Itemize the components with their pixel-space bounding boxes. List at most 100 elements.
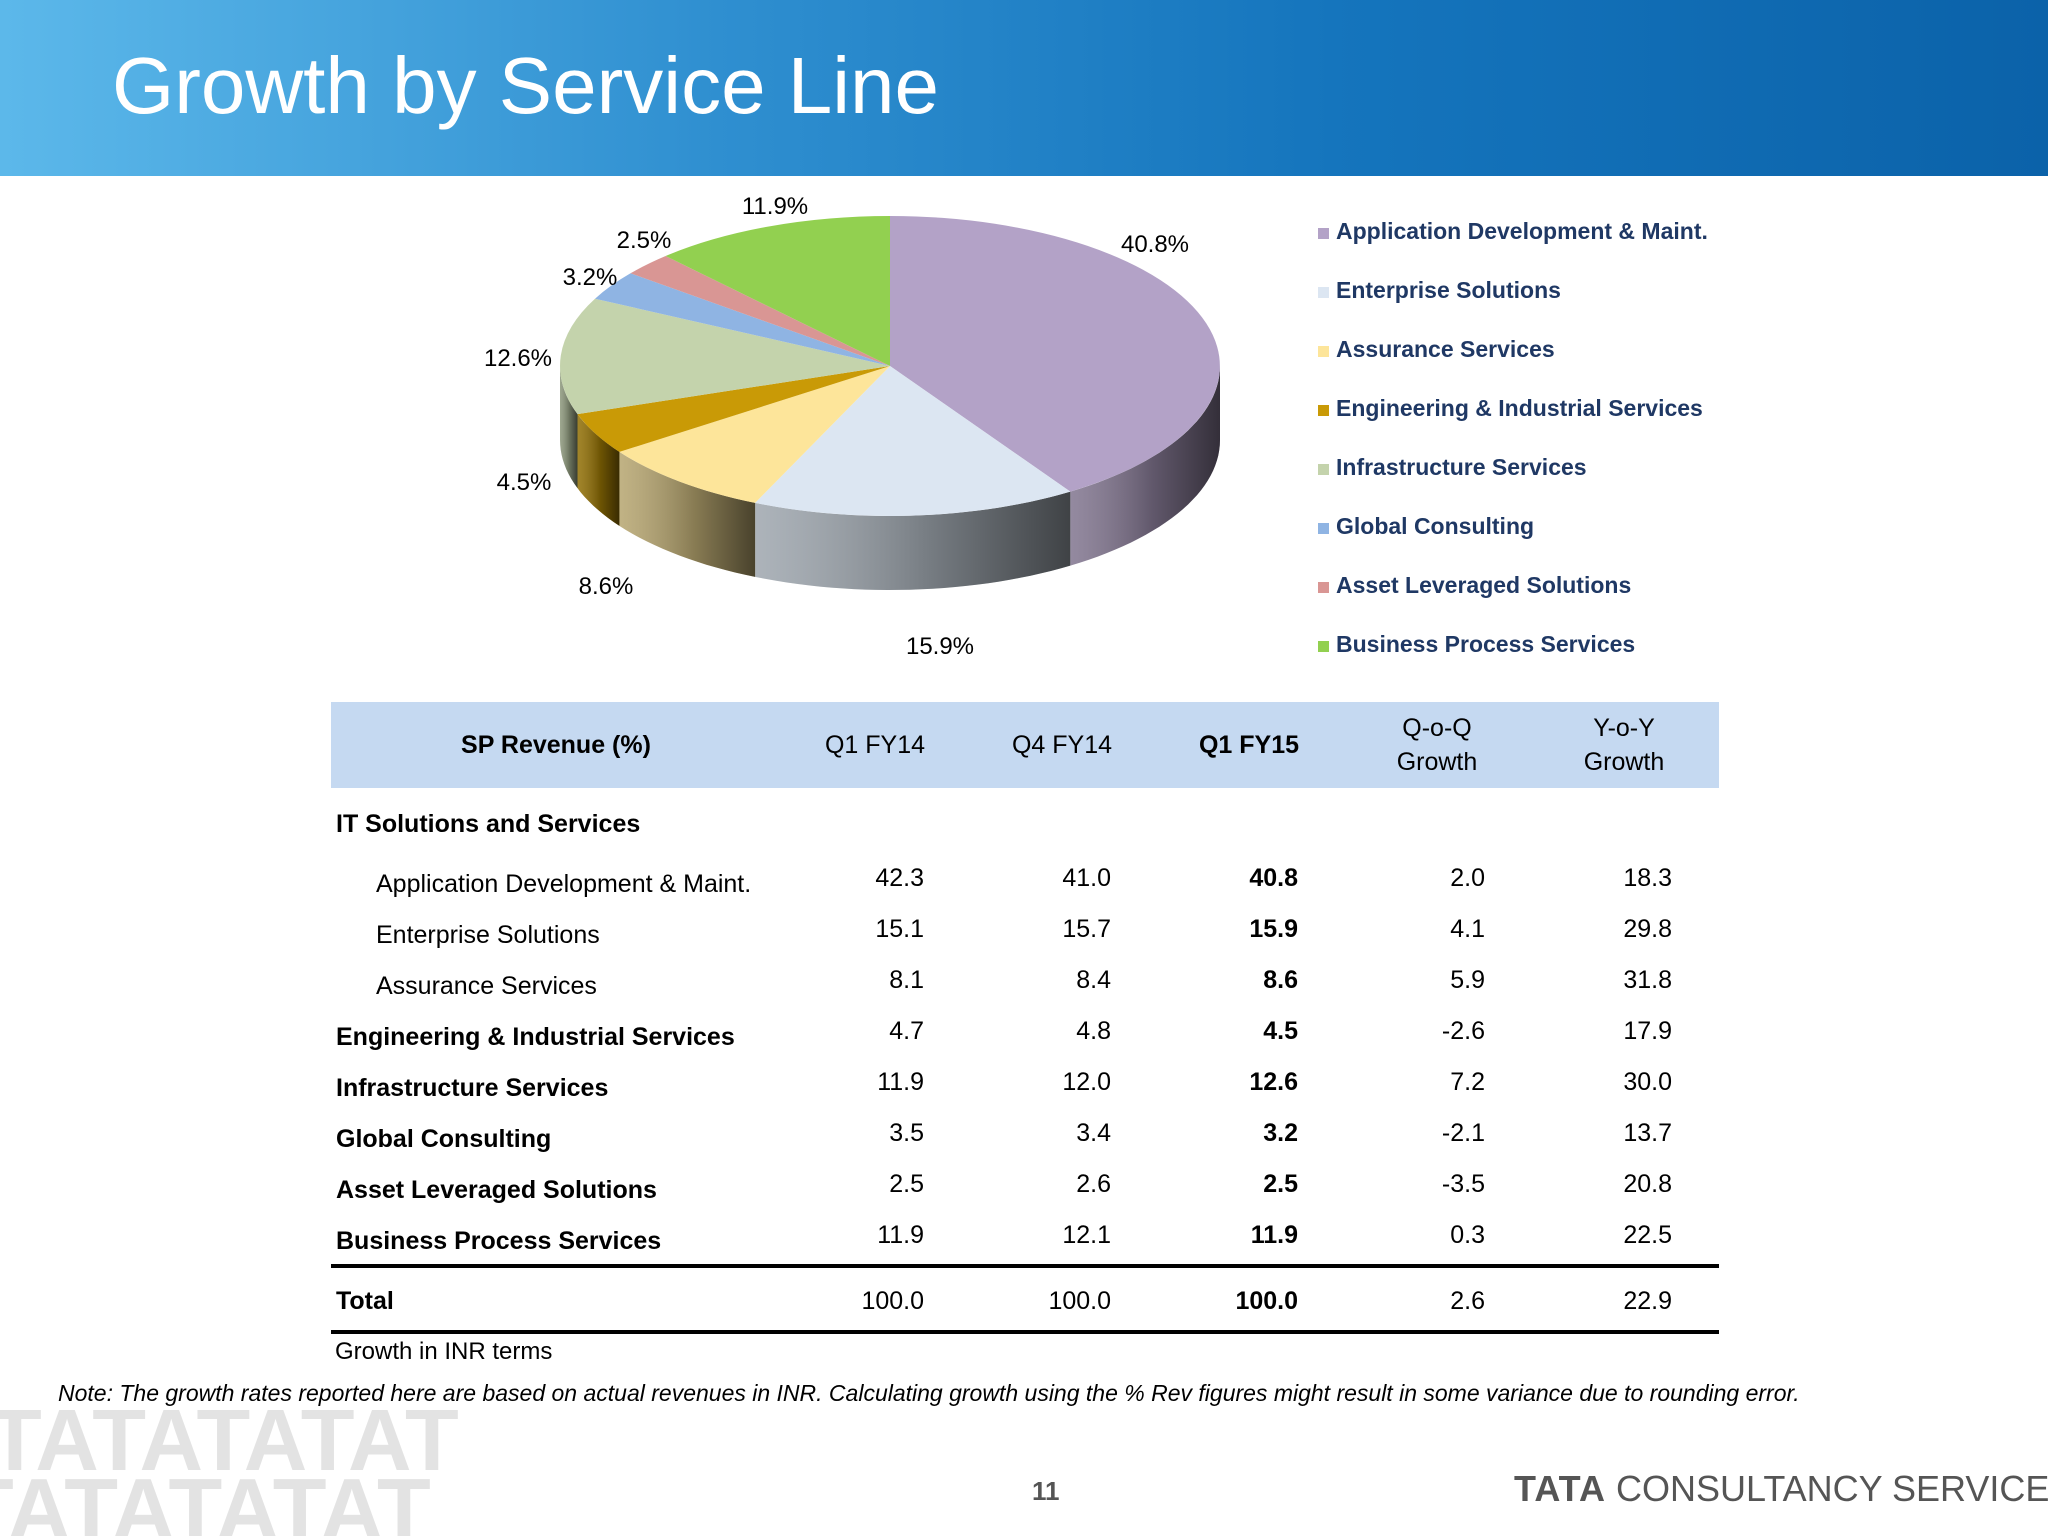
header-q4fy14: Q4 FY14 (1011, 731, 1113, 759)
header-yoy-line1: Y-o-Y (1593, 714, 1655, 742)
legend-swatch (1318, 228, 1329, 239)
row-value-qoq: 4.1 (1450, 915, 1485, 943)
pie-slice (595, 273, 890, 366)
total-q4fy14: 100.0 (1048, 1287, 1111, 1315)
row-value-q1fy15: 11.9 (1250, 1221, 1298, 1249)
row-value-q4fy14: 12.0 (1062, 1068, 1111, 1096)
row-value-q1fy14: 11.9 (877, 1221, 924, 1249)
legend-swatch (1318, 405, 1329, 416)
row-label: Infrastructure Services (336, 1074, 609, 1102)
logo-consultancy-services: CONSULTANCY SERVICES (1615, 1468, 2048, 1509)
row-value-q1fy15: 3.2 (1263, 1119, 1298, 1147)
row-value-q1fy14: 8.1 (889, 966, 924, 994)
legend-swatch (1318, 346, 1329, 357)
divider-line (331, 1264, 1719, 1268)
row-value-q1fy14: 11.9 (877, 1068, 924, 1096)
header-q1fy14: Q1 FY14 (824, 731, 926, 759)
pie-slice (665, 216, 890, 366)
row-value-qoq: -2.1 (1441, 1119, 1485, 1147)
row-value-yoy: 17.9 (1623, 1017, 1672, 1045)
tata-watermark: TATATATAT TATATATAT (0, 1410, 490, 1536)
row-value-q1fy15: 12.6 (1249, 1068, 1298, 1096)
legend-swatch (1318, 582, 1329, 593)
pie-sides (560, 366, 1220, 590)
pie-slice-side-shade (560, 366, 578, 489)
header-qoq-growth: Q-o-Q Growth (1362, 711, 1512, 779)
legend-swatch (1318, 464, 1329, 475)
footnote: Note: The growth rates reported here are… (58, 1380, 1800, 1406)
row-value-q1fy15: 8.6 (1263, 966, 1298, 994)
total-q1fy14: 100.0 (861, 1287, 924, 1315)
legend-swatch (1318, 287, 1329, 298)
section-title: IT Solutions and Services (336, 810, 641, 838)
row-label: Global Consulting (336, 1125, 552, 1153)
header-yoy-line2: Growth (1583, 748, 1665, 776)
pie-data-label: 2.5% (617, 227, 672, 254)
total-qoq: 2.6 (1450, 1287, 1485, 1315)
legend-label: Enterprise Solutions (1336, 277, 1561, 303)
slide-title: Growth by Service Line (112, 41, 940, 130)
row-value-q4fy14: 41.0 (1062, 864, 1111, 892)
legend-swatch (1318, 641, 1329, 652)
legend-swatch (1318, 523, 1329, 534)
watermark-line-2: TATATATAT (0, 1460, 431, 1536)
row-value-q4fy14: 2.6 (1076, 1170, 1111, 1198)
legend-label: Engineering & Industrial Services (1336, 395, 1703, 421)
row-value-qoq: -2.6 (1441, 1017, 1485, 1045)
legend-label: Asset Leveraged Solutions (1336, 572, 1632, 598)
row-value-qoq: 7.2 (1450, 1068, 1485, 1096)
pie-slice (755, 366, 1071, 516)
row-value-q1fy14: 3.5 (889, 1119, 924, 1147)
pie-data-label: 8.6% (579, 573, 634, 600)
row-label: Enterprise Solutions (376, 921, 600, 949)
row-value-yoy: 22.5 (1623, 1221, 1672, 1249)
row-value-q4fy14: 12.1 (1062, 1221, 1111, 1249)
watermark-line-1: TATATATAT (0, 1410, 459, 1489)
row-value-yoy: 20.8 (1623, 1170, 1672, 1198)
row-value-q4fy14: 4.8 (1076, 1017, 1111, 1045)
table-header (331, 702, 1719, 788)
pie-slice (630, 256, 890, 366)
pie-slice-side-shade (619, 451, 756, 577)
pie-slice (577, 366, 890, 452)
row-label: Application Development & Maint. (376, 870, 752, 898)
pie-data-label: 40.8% (1121, 231, 1189, 258)
row-value-q4fy14: 15.7 (1062, 915, 1111, 943)
row-value-yoy: 13.7 (1623, 1119, 1672, 1147)
pie-data-label: 3.2% (563, 264, 618, 291)
table-caption: Growth in INR terms (335, 1338, 553, 1365)
row-label: Assurance Services (376, 972, 597, 1000)
header-q1fy15: Q1 FY15 (1198, 731, 1300, 759)
total-label: Total (336, 1287, 394, 1315)
row-value-qoq: 0.3 (1450, 1221, 1485, 1249)
row-label: Business Process Services (336, 1227, 662, 1255)
legend-label: Infrastructure Services (1336, 454, 1587, 480)
legend-label: Application Development & Maint. (1336, 218, 1708, 244)
row-value-yoy: 18.3 (1623, 864, 1672, 892)
row-value-yoy: 31.8 (1623, 966, 1672, 994)
pie-slice (619, 366, 890, 503)
header-qoq-line1: Q-o-Q (1402, 714, 1472, 742)
header-yoy-growth: Y-o-Y Growth (1549, 711, 1699, 779)
row-value-q1fy15: 2.5 (1263, 1170, 1298, 1198)
row-value-qoq: -3.5 (1441, 1170, 1485, 1198)
slide-header: Growth by Service Line (0, 0, 2048, 176)
row-value-q1fy14: 4.7 (889, 1017, 924, 1045)
legend-label: Business Process Services (1336, 631, 1636, 657)
pie-labels: 40.8% 15.9% 8.6% 4.5% 12.6% 3.2% 2.5% 11.9% (484, 193, 1189, 660)
legend-label: Assurance Services (1336, 336, 1555, 362)
row-value-q1fy15: 15.9 (1249, 915, 1298, 943)
row-label: Engineering & Industrial Services (336, 1023, 735, 1051)
row-value-q4fy14: 8.4 (1076, 966, 1111, 994)
header-sp-revenue: SP Revenue (%) (461, 731, 651, 759)
header-qoq-line2: Growth (1396, 748, 1478, 776)
company-logo: TATA CONSULTANCY SERVICES (1514, 1468, 2048, 1510)
bottom-line (331, 1330, 1719, 1334)
pie-slice (890, 216, 1220, 492)
row-label: Asset Leveraged Solutions (336, 1176, 657, 1204)
pie-data-label: 11.9% (742, 193, 808, 220)
row-value-q1fy14: 15.1 (875, 915, 924, 943)
row-value-yoy: 30.0 (1623, 1068, 1672, 1096)
pie-slice-side-shade (577, 414, 620, 526)
pie-slice (560, 298, 890, 415)
